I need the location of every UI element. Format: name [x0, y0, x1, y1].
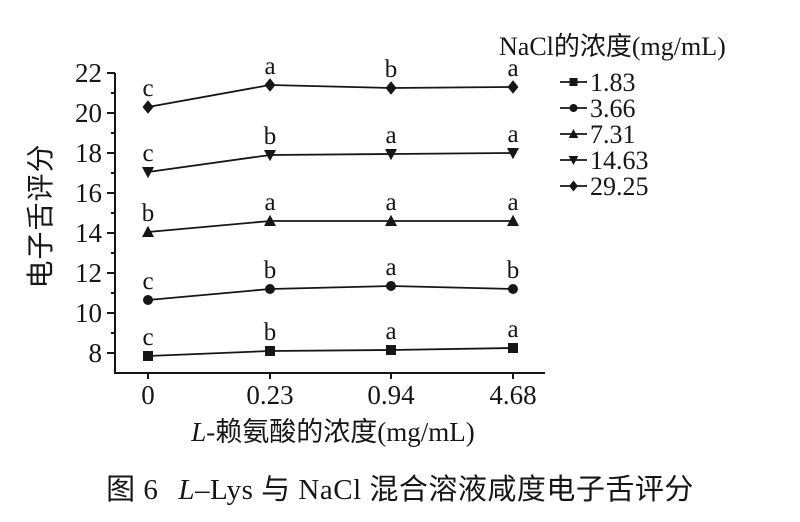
legend-item-label: 7.31 [590, 120, 636, 149]
triangle-up-marker-icon [385, 214, 397, 226]
square-marker-icon [143, 351, 153, 361]
legend-triangle-up-marker-icon [568, 129, 579, 138]
point-significance-label: a [507, 316, 518, 343]
caption-text: L–Lys 与 NaCl 混合溶液咸度电子舌评分 [178, 474, 694, 506]
y-tick-label: 10 [75, 298, 102, 328]
x-tick-label: 0.94 [367, 380, 415, 410]
legend-title: NaCl的浓度(mg/mL) [499, 32, 726, 61]
point-significance-label: b [264, 319, 277, 346]
x-axis-title: L-赖氨酸的浓度(mg/mL) [190, 417, 475, 447]
series-line [147, 220, 513, 233]
circle-marker-icon [386, 281, 396, 291]
point-significance-label: a [264, 189, 275, 216]
triangle-down-marker-icon [507, 148, 519, 160]
electronic-tongue-line-chart: 8 10 12 14 16 18 20 22 0 0.23 0.94 4.68 L-赖氨酸的浓度(mg/… [25, 32, 726, 447]
legend-item-label: 3.66 [590, 94, 636, 123]
triangle-down-marker-icon [385, 149, 397, 161]
legend-circle-marker-icon [569, 104, 578, 112]
point-significance-label: c [142, 324, 153, 351]
circle-marker-icon [143, 295, 153, 305]
series-line [147, 347, 514, 357]
y-tick-label: 22 [75, 58, 102, 88]
caption-rest: –Lys 与 NaCl 混合溶液咸度电子舌评分 [195, 474, 694, 506]
y-tick-label: 18 [75, 138, 102, 168]
point-significance-label: b [385, 56, 398, 83]
y-tick-label: 16 [75, 178, 102, 208]
diamond-marker-icon [264, 78, 276, 92]
legend-triangle-down-marker-icon [568, 156, 579, 165]
point-significance-label: a [385, 254, 396, 281]
legend-diamond-marker-icon [569, 180, 578, 192]
series-line [147, 285, 514, 301]
triangle-down-marker-icon [264, 150, 276, 162]
legend-item: 7.31 [560, 120, 636, 149]
point-significance-label: a [264, 53, 275, 80]
circle-marker-icon [508, 284, 518, 294]
triangle-down-marker-icon [142, 167, 154, 179]
series-line [147, 152, 514, 173]
series-14.63: cb a a [142, 121, 519, 179]
point-significance-label: a [507, 189, 518, 216]
point-significance-label: a [507, 55, 518, 82]
y-tick-label: 12 [75, 258, 102, 288]
y-tick-label: 14 [75, 218, 103, 248]
legend-item-label: 1.83 [590, 68, 636, 97]
diamond-marker-icon [142, 100, 154, 114]
square-marker-icon [386, 345, 396, 355]
triangle-up-marker-icon [507, 214, 519, 226]
triangle-up-marker-icon [264, 214, 276, 226]
point-significance-label: a [385, 318, 396, 345]
square-marker-icon [265, 346, 275, 356]
figure-caption: 图 6 L–Lys 与 NaCl 混合溶液咸度电子舌评分 [0, 466, 800, 508]
legend-item: 3.66 [560, 94, 636, 123]
point-significance-label: b [264, 123, 277, 150]
series-line [147, 84, 514, 108]
legend-item: 1.83 [560, 68, 636, 97]
point-significance-label: b [507, 257, 520, 284]
series-29.25: ca b a [142, 53, 519, 114]
x-tick-label: 0.23 [246, 380, 293, 410]
point-significance-label: a [507, 121, 518, 148]
x-tick-label: 0 [141, 380, 155, 410]
y-axis-title: 电子舌评分 [25, 143, 57, 288]
point-significance-label: b [264, 257, 277, 284]
legend-item: 29.25 [560, 172, 649, 201]
y-tick-label: 20 [75, 98, 102, 128]
caption-italic-letter: L [178, 474, 196, 506]
point-significance-label: a [385, 189, 396, 216]
square-marker-icon [508, 343, 518, 353]
legend-item-label: 14.63 [590, 146, 649, 175]
diamond-marker-icon [507, 80, 519, 94]
caption-figure-label: 图 6 [106, 474, 159, 506]
point-significance-label: c [142, 140, 153, 167]
legend-item: 14.63 [560, 146, 649, 175]
point-significance-label: b [142, 200, 155, 227]
triangle-up-marker-icon [142, 225, 154, 237]
point-significance-label: c [142, 268, 153, 295]
diamond-marker-icon [385, 81, 397, 95]
point-significance-label: a [385, 122, 396, 149]
legend-square-marker-icon [569, 78, 578, 86]
y-tick-label: 8 [89, 338, 103, 368]
x-tick-label: 4.68 [489, 380, 536, 410]
circle-marker-icon [265, 284, 275, 294]
legend-item-label: 29.25 [590, 172, 649, 201]
point-significance-label: c [142, 75, 153, 102]
